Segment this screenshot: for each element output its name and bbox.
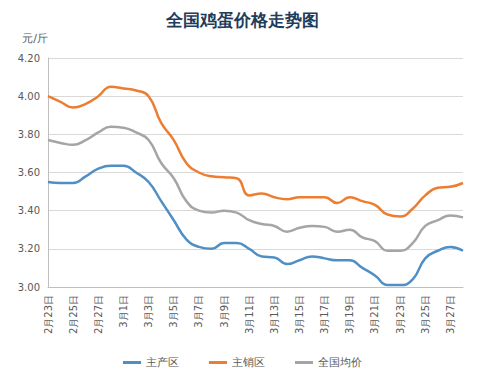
svg-text:3月7日: 3月7日 <box>193 295 204 328</box>
svg-text:全国均价: 全国均价 <box>318 356 362 369</box>
svg-text:主销区: 主销区 <box>232 356 265 369</box>
svg-text:3月3日: 3月3日 <box>143 295 154 328</box>
svg-text:3月17日: 3月17日 <box>319 295 330 334</box>
svg-text:3月25日: 3月25日 <box>420 295 431 334</box>
svg-text:3月13日: 3月13日 <box>269 295 280 334</box>
svg-text:3.80: 3.80 <box>18 129 40 140</box>
svg-text:3月11日: 3月11日 <box>244 295 255 334</box>
svg-text:3月27日: 3月27日 <box>445 295 456 334</box>
svg-text:3月19日: 3月19日 <box>344 295 355 334</box>
svg-text:3.40: 3.40 <box>18 205 40 216</box>
svg-text:3月5日: 3月5日 <box>168 295 179 328</box>
svg-text:2月23日: 2月23日 <box>43 295 54 334</box>
svg-text:3月9日: 3月9日 <box>219 295 230 328</box>
svg-text:3.60: 3.60 <box>18 167 40 178</box>
svg-text:4.20: 4.20 <box>18 53 40 64</box>
svg-text:全国鸡蛋价格走势图: 全国鸡蛋价格走势图 <box>165 10 319 30</box>
svg-text:3月23日: 3月23日 <box>395 295 406 334</box>
svg-text:3月15日: 3月15日 <box>294 295 305 334</box>
svg-text:3月21日: 3月21日 <box>369 295 380 334</box>
svg-text:4.00: 4.00 <box>18 91 40 102</box>
svg-text:主产区: 主产区 <box>146 356 179 369</box>
svg-text:元/斤: 元/斤 <box>22 32 48 45</box>
svg-text:2月27日: 2月27日 <box>93 295 104 334</box>
svg-text:3.00: 3.00 <box>18 282 40 293</box>
svg-text:3.20: 3.20 <box>18 243 40 254</box>
svg-text:3月1日: 3月1日 <box>118 295 129 328</box>
svg-text:2月25日: 2月25日 <box>68 295 79 334</box>
